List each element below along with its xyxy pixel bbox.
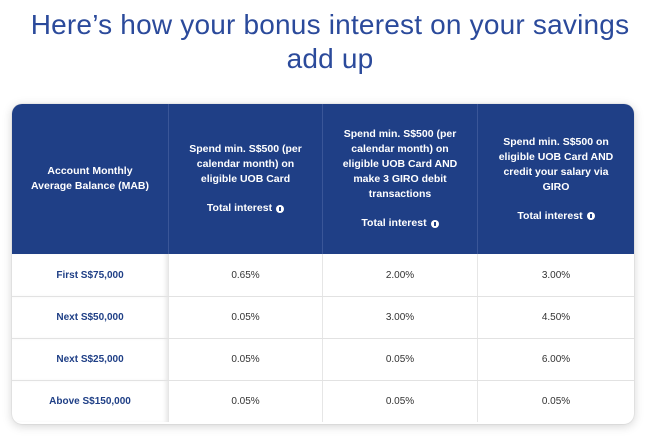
table-header-row: Account Monthly Average Balance (MAB) Sp… — [12, 104, 634, 254]
total-interest-label: Total interest — [361, 217, 427, 229]
header-spend-salary-label: Spend min. S$500 on eligible UOB Card AN… — [498, 135, 614, 193]
table-body: First S$75,000 0.65% 2.00% 3.00% Next S$… — [12, 254, 634, 422]
table-row: Next S$50,000 0.05% 3.00% 4.50% — [12, 296, 634, 338]
rate-cell: 0.05% — [322, 381, 477, 422]
header-spend-card-total[interactable]: Total interest — [206, 201, 285, 216]
row-label: Above S$150,000 — [12, 381, 168, 422]
table-row: Next S$25,000 0.05% 0.05% 6.00% — [12, 338, 634, 380]
rate-cell: 0.05% — [477, 381, 634, 422]
row-label: First S$75,000 — [12, 254, 168, 296]
page-heading-line-1: Here’s how your bonus interest on your s… — [30, 9, 630, 40]
header-spend-giro-debit-total[interactable]: Total interest — [361, 216, 439, 231]
page-heading-line-2: add up — [286, 43, 374, 74]
rate-cell: 0.05% — [168, 297, 322, 338]
header-spend-card-label: Spend min. S$500 (per calendar month) on… — [189, 143, 302, 185]
row-label: Next S$50,000 — [12, 297, 168, 338]
total-interest-label: Total interest — [517, 209, 583, 222]
rate-cell: 4.50% — [477, 297, 634, 338]
header-spend-giro-debit: Spend min. S$500 (per calendar month) on… — [322, 104, 477, 254]
rate-cell: 2.00% — [322, 254, 477, 296]
rate-cell: 0.05% — [168, 381, 322, 422]
header-mab-label: Account Monthly Average Balance (MAB) — [30, 165, 150, 192]
rate-cell: 0.65% — [168, 254, 322, 296]
rate-cell: 0.05% — [322, 339, 477, 380]
rate-cell: 6.00% — [477, 339, 634, 380]
table-row: First S$75,000 0.65% 2.00% 3.00% — [12, 254, 634, 296]
info-icon[interactable] — [430, 219, 439, 228]
info-icon[interactable] — [276, 204, 285, 213]
total-interest-label: Total interest — [206, 202, 273, 214]
header-spend-salary: Spend min. S$500 on eligible UOB Card AN… — [477, 104, 634, 254]
header-spend-giro-debit-label: Spend min. S$500 (per calendar month) on… — [342, 128, 458, 200]
table-row: Above S$150,000 0.05% 0.05% 0.05% — [12, 380, 634, 422]
bonus-interest-table: Account Monthly Average Balance (MAB) Sp… — [12, 104, 634, 424]
rate-cell: 3.00% — [477, 254, 634, 296]
row-label: Next S$25,000 — [12, 339, 168, 380]
info-icon[interactable] — [586, 212, 595, 220]
rate-cell: 3.00% — [322, 297, 477, 338]
header-spend-salary-total[interactable]: Total interest — [517, 209, 595, 224]
header-spend-card: Spend min. S$500 (per calendar month) on… — [168, 104, 322, 254]
header-mab: Account Monthly Average Balance (MAB) — [12, 104, 168, 254]
rate-cell: 0.05% — [168, 339, 322, 380]
page-heading: Here’s how your bonus interest on your s… — [0, 8, 660, 76]
